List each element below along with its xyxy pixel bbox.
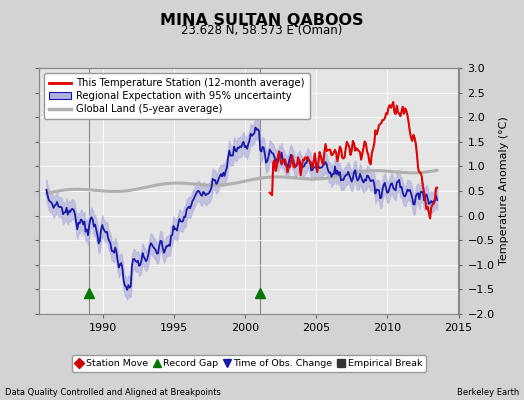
Legend: Station Move, Record Gap, Time of Obs. Change, Empirical Break: Station Move, Record Gap, Time of Obs. C… [72,356,426,372]
Text: Berkeley Earth: Berkeley Earth [456,388,519,397]
Text: Data Quality Controlled and Aligned at Breakpoints: Data Quality Controlled and Aligned at B… [5,388,221,397]
Text: 23.628 N, 58.573 E (Oman): 23.628 N, 58.573 E (Oman) [181,24,343,37]
Text: MINA SULTAN QABOOS: MINA SULTAN QABOOS [160,13,364,28]
Y-axis label: Temperature Anomaly (°C): Temperature Anomaly (°C) [499,117,509,265]
